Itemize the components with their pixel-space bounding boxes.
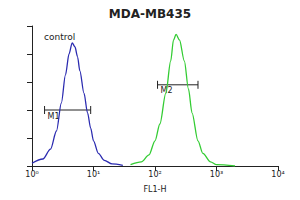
svg-text:M1: M1: [48, 112, 60, 121]
svg-text:control: control: [44, 32, 75, 42]
svg-text:10²: 10²: [148, 170, 161, 179]
svg-text:FL1-H: FL1-H: [143, 185, 166, 194]
svg-text:10⁰: 10⁰: [25, 170, 38, 179]
svg-text:M2: M2: [160, 86, 173, 96]
svg-text:10¹: 10¹: [87, 170, 100, 179]
svg-text:10⁴: 10⁴: [271, 170, 284, 179]
svg-text:10³: 10³: [210, 170, 223, 179]
svg-text:MDA-MB435: MDA-MB435: [109, 7, 191, 21]
